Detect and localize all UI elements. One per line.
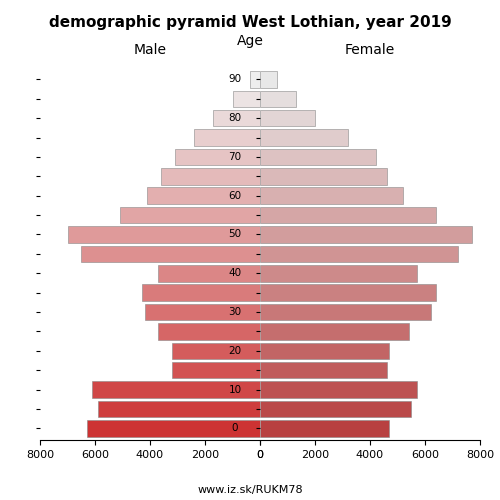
Bar	[172, 342, 260, 359]
Text: 60: 60	[228, 190, 241, 200]
Text: www.iz.sk/RUKM78: www.iz.sk/RUKM78	[197, 485, 303, 495]
Bar	[260, 265, 417, 281]
Bar	[98, 400, 260, 417]
Bar	[260, 323, 408, 340]
Bar	[260, 382, 417, 398]
Bar	[260, 400, 411, 417]
Text: 40: 40	[228, 268, 241, 278]
Bar	[68, 226, 260, 242]
Bar	[158, 323, 260, 340]
Bar	[260, 304, 430, 320]
Text: 10: 10	[228, 384, 241, 394]
Bar	[260, 420, 389, 436]
Bar	[260, 207, 436, 224]
Text: 80: 80	[228, 113, 241, 123]
Text: 30: 30	[228, 307, 241, 317]
Bar	[158, 265, 260, 281]
Bar	[260, 168, 386, 184]
Bar	[260, 130, 348, 146]
Bar	[161, 168, 260, 184]
Bar	[260, 362, 386, 378]
Bar	[142, 284, 260, 301]
Bar	[250, 71, 260, 88]
Bar	[147, 188, 260, 204]
Bar	[120, 207, 260, 224]
Text: 50: 50	[228, 230, 241, 239]
Text: demographic pyramid West Lothian, year 2019: demographic pyramid West Lothian, year 2…	[48, 15, 452, 30]
Bar	[260, 110, 315, 126]
Text: 90: 90	[228, 74, 241, 85]
Bar	[213, 110, 260, 126]
Title: Male: Male	[134, 44, 166, 58]
Bar	[260, 342, 389, 359]
Bar	[260, 246, 458, 262]
Bar	[194, 130, 260, 146]
Bar	[260, 90, 296, 107]
Bar	[172, 362, 260, 378]
Text: Age: Age	[236, 34, 264, 48]
Bar	[144, 304, 260, 320]
Bar	[87, 420, 260, 436]
Bar	[175, 148, 260, 165]
Bar	[260, 148, 376, 165]
Title: Female: Female	[345, 44, 395, 58]
Bar	[81, 246, 260, 262]
Bar	[260, 71, 276, 88]
Bar	[260, 188, 403, 204]
Bar	[260, 226, 472, 242]
Bar	[92, 382, 260, 398]
Bar	[232, 90, 260, 107]
Text: 20: 20	[228, 346, 241, 356]
Bar	[260, 284, 436, 301]
Text: 0: 0	[232, 424, 238, 434]
Text: 70: 70	[228, 152, 241, 162]
